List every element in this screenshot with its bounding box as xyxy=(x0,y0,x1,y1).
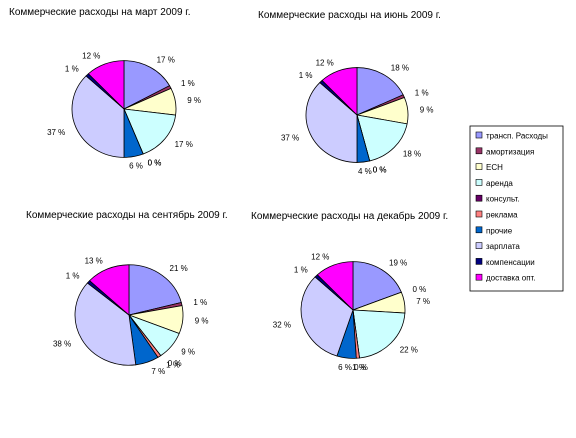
data-label-march-6: 6 % xyxy=(129,161,143,170)
legend-box xyxy=(469,125,564,292)
legend-swatch-4 xyxy=(475,194,483,202)
data-label-june-3: 18 % xyxy=(403,150,421,159)
pie-september: 21 %1 %9 %9 %0 %1 %7 %38 %1 %13 % xyxy=(53,256,209,376)
chart-title-december: Коммерческие расходы на декабрь 2009 г. xyxy=(251,210,448,222)
chart-title-june: Коммерческие расходы на июнь 2009 г. xyxy=(258,10,441,21)
data-label-december-3: 22 % xyxy=(400,345,418,354)
pie-june: 18 %1 %9 %18 %0 %0 %4 %37 %1 %12 % xyxy=(281,59,434,176)
pie-slice-june-9 xyxy=(321,67,358,116)
data-label-june-9: 12 % xyxy=(316,59,334,68)
data-label-december-5: 1 % xyxy=(352,363,366,372)
pie-slice-march-9 xyxy=(87,60,125,110)
legend-swatch-7 xyxy=(475,242,483,249)
data-label-december-8: 1 % xyxy=(294,265,308,274)
data-label-june-0: 18 % xyxy=(391,63,409,72)
data-label-march-1: 1 % xyxy=(181,79,195,88)
legend-label-9: доставка опт. xyxy=(486,274,536,283)
pie-slice-march-0 xyxy=(123,60,171,110)
data-label-june-4: 0 % xyxy=(373,166,387,175)
data-label-march-7: 37 % xyxy=(47,128,65,137)
pie-slice-june-0 xyxy=(356,67,404,116)
pie-slice-december-3 xyxy=(352,309,406,359)
data-label-december-0: 19 % xyxy=(389,259,407,268)
data-label-december-7: 32 % xyxy=(273,320,291,329)
data-label-september-0: 21 % xyxy=(170,264,188,273)
data-label-september-6: 7 % xyxy=(151,367,165,376)
pie-slice-june-7 xyxy=(305,81,358,163)
data-label-december-1: 0 % xyxy=(413,285,427,294)
legend-swatch-3 xyxy=(475,179,483,186)
legend-swatch-1 xyxy=(475,147,483,155)
pie-slice-september-0 xyxy=(128,264,182,316)
legend-swatch-6 xyxy=(475,226,483,234)
pie-slice-december-9 xyxy=(316,261,354,311)
data-label-december-9: 12 % xyxy=(311,253,329,262)
data-label-june-2: 9 % xyxy=(420,106,434,115)
data-label-march-2: 9 % xyxy=(187,96,201,105)
legend-swatch-2 xyxy=(475,163,483,170)
data-label-june-8: 1 % xyxy=(299,71,313,80)
pie-march: 17 %1 %9 %17 %0 %0 %6 %37 %1 %12 % xyxy=(47,52,201,171)
data-label-september-4: 0 % xyxy=(168,359,182,368)
data-label-march-4: 0 % xyxy=(148,158,162,167)
data-label-september-1: 1 % xyxy=(193,298,207,307)
legend: трансп. Расходы амортизация ЕСН аренда консу… xyxy=(469,125,564,292)
legend-swatch-5 xyxy=(475,210,483,218)
pie-slice-march-7 xyxy=(71,75,125,158)
data-label-september-8: 1 % xyxy=(66,272,80,281)
pie-slice-december-7 xyxy=(300,276,354,357)
data-label-march-8: 1 % xyxy=(65,64,79,73)
legend-label-3: аренда xyxy=(486,179,513,188)
chart-title-march: Коммерческие расходы на март 2009 г. xyxy=(9,7,191,18)
legend-label-8: компенсации xyxy=(486,258,535,267)
data-label-march-5: 0 % xyxy=(148,158,162,167)
data-label-december-4: 0 % xyxy=(354,363,368,372)
pie-slice-march-3 xyxy=(123,108,177,155)
legend-swatch-8 xyxy=(475,258,483,265)
data-label-june-1: 1 % xyxy=(415,89,429,98)
pie-charts: 17 %1 %9 %17 %0 %0 %6 %37 %1 %12 %18 %1 … xyxy=(47,52,433,377)
chart-title-september: Коммерческие расходы на сентябрь 2009 г. xyxy=(26,209,228,221)
data-label-december-6: 6 % xyxy=(338,363,352,372)
data-label-september-5: 1 % xyxy=(166,360,180,369)
legend-label-0: трансп. Расходы xyxy=(486,132,548,141)
data-label-march-3: 17 % xyxy=(175,140,193,149)
data-label-march-0: 17 % xyxy=(157,56,175,65)
data-label-september-9: 13 % xyxy=(85,256,103,265)
data-label-march-9: 12 % xyxy=(82,52,100,61)
data-label-december-2: 7 % xyxy=(416,297,430,306)
legend-label-2: ЕСН xyxy=(486,163,503,172)
legend-label-4: консульт. xyxy=(486,195,520,204)
legend-swatch-9 xyxy=(475,273,483,281)
pie-slice-september-7 xyxy=(74,282,137,366)
pie-slice-december-0 xyxy=(352,261,402,311)
legend-label-1: амортизация xyxy=(486,147,534,156)
pie-slice-september-9 xyxy=(89,264,130,316)
data-label-september-7: 38 % xyxy=(53,340,71,349)
legend-label-7: зарплата xyxy=(486,242,520,251)
data-label-june-5: 0 % xyxy=(373,166,387,175)
legend-label-6: прочие xyxy=(486,226,513,235)
legend-label-5: реклама xyxy=(486,211,518,220)
data-label-september-2: 9 % xyxy=(195,317,209,326)
legend-swatch-0 xyxy=(475,131,483,139)
data-label-june-6: 4 % xyxy=(358,167,372,176)
pie-slice-june-3 xyxy=(356,114,408,162)
data-label-september-3: 9 % xyxy=(181,348,195,357)
data-label-june-7: 37 % xyxy=(281,133,299,142)
pie-december: 19 %0 %7 %22 %0 %1 %6 %32 %1 %12 % xyxy=(273,253,430,373)
